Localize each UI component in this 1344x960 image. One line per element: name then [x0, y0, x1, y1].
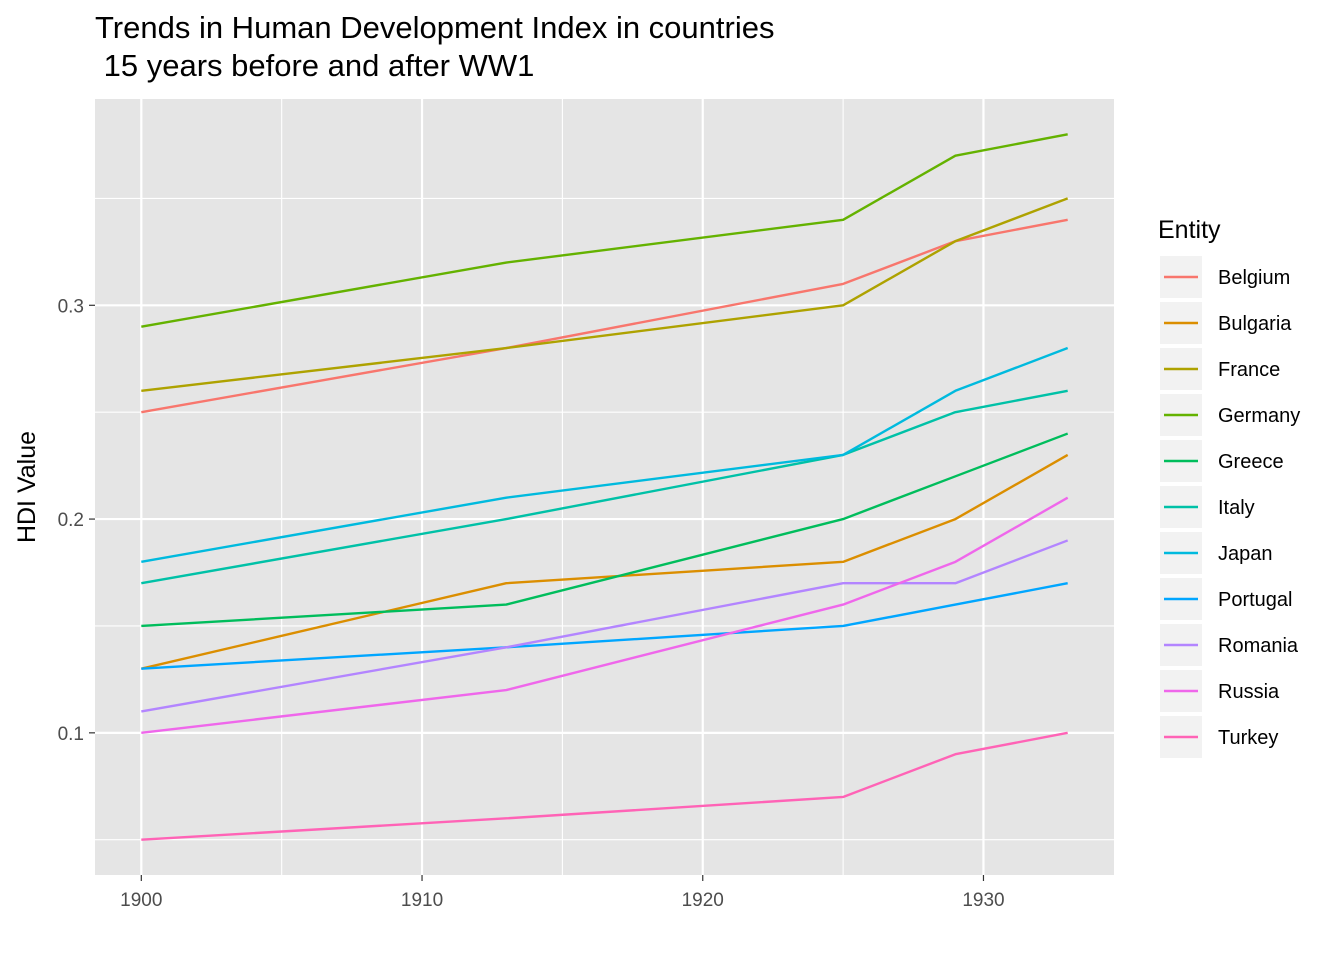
series-line-russia — [141, 496, 1069, 735]
x-tick-label: 1920 — [682, 890, 724, 911]
legend-label: Japan — [1218, 543, 1273, 565]
plot-panel — [95, 99, 1114, 875]
legend: Entity Belgium Bulgaria France Germany Greec… — [1158, 216, 1300, 758]
y-tick-label: 0.3 — [58, 296, 84, 317]
legend-label: Russia — [1218, 681, 1280, 703]
series-line-turkey — [141, 731, 1068, 841]
tick-labels: 1900 1910 1920 1930 0.1 0.2 0.3 — [58, 296, 1005, 911]
x-tick-label: 1910 — [401, 890, 443, 911]
legend-item-greece: Greece — [1160, 440, 1284, 482]
legend-item-belgium: Belgium — [1160, 256, 1290, 298]
legend-label: Italy — [1218, 497, 1255, 519]
legend-item-japan: Japan — [1160, 532, 1273, 574]
series-line-germany — [141, 133, 1068, 328]
series-line-belgium — [141, 218, 1068, 414]
legend-item-portugal: Portugal — [1160, 578, 1293, 620]
minor-gridlines — [95, 99, 1114, 875]
legend-label: Germany — [1218, 405, 1300, 427]
chart-title-line-1: Trends in Human Development Index in cou… — [95, 10, 774, 45]
y-tick-label: 0.2 — [58, 510, 84, 531]
legend-label: Turkey — [1218, 727, 1278, 749]
legend-item-germany: Germany — [1160, 394, 1300, 436]
series-line-romania — [141, 539, 1069, 713]
x-tick-label: 1900 — [120, 890, 162, 911]
legend-item-italy: Italy — [1160, 486, 1255, 528]
legend-label: Belgium — [1218, 267, 1290, 289]
axis-ticks — [89, 304, 985, 881]
series-line-japan — [141, 346, 1069, 564]
legend-item-bulgaria: Bulgaria — [1160, 302, 1292, 344]
legend-item-russia: Russia — [1160, 670, 1280, 712]
legend-label: Portugal — [1218, 589, 1293, 611]
legend-item-turkey: Turkey — [1160, 716, 1278, 758]
series-line-greece — [141, 432, 1069, 628]
x-tick-label: 1930 — [962, 890, 1004, 911]
y-axis-title: HDI Value — [13, 431, 41, 543]
legend-label: Bulgaria — [1218, 313, 1292, 335]
y-tick-label: 0.1 — [58, 724, 84, 745]
legend-label: France — [1218, 359, 1280, 381]
legend-label: Greece — [1218, 451, 1284, 473]
chart-title-line-2: 15 years before and after WW1 — [95, 48, 534, 83]
legend-item-romania: Romania — [1160, 624, 1299, 666]
legend-title: Entity — [1158, 216, 1221, 244]
legend-label: Romania — [1218, 635, 1299, 657]
legend-item-france: France — [1160, 348, 1280, 390]
series-line-portugal — [141, 582, 1068, 670]
series-line-france — [141, 197, 1069, 392]
series-lines — [141, 133, 1069, 841]
